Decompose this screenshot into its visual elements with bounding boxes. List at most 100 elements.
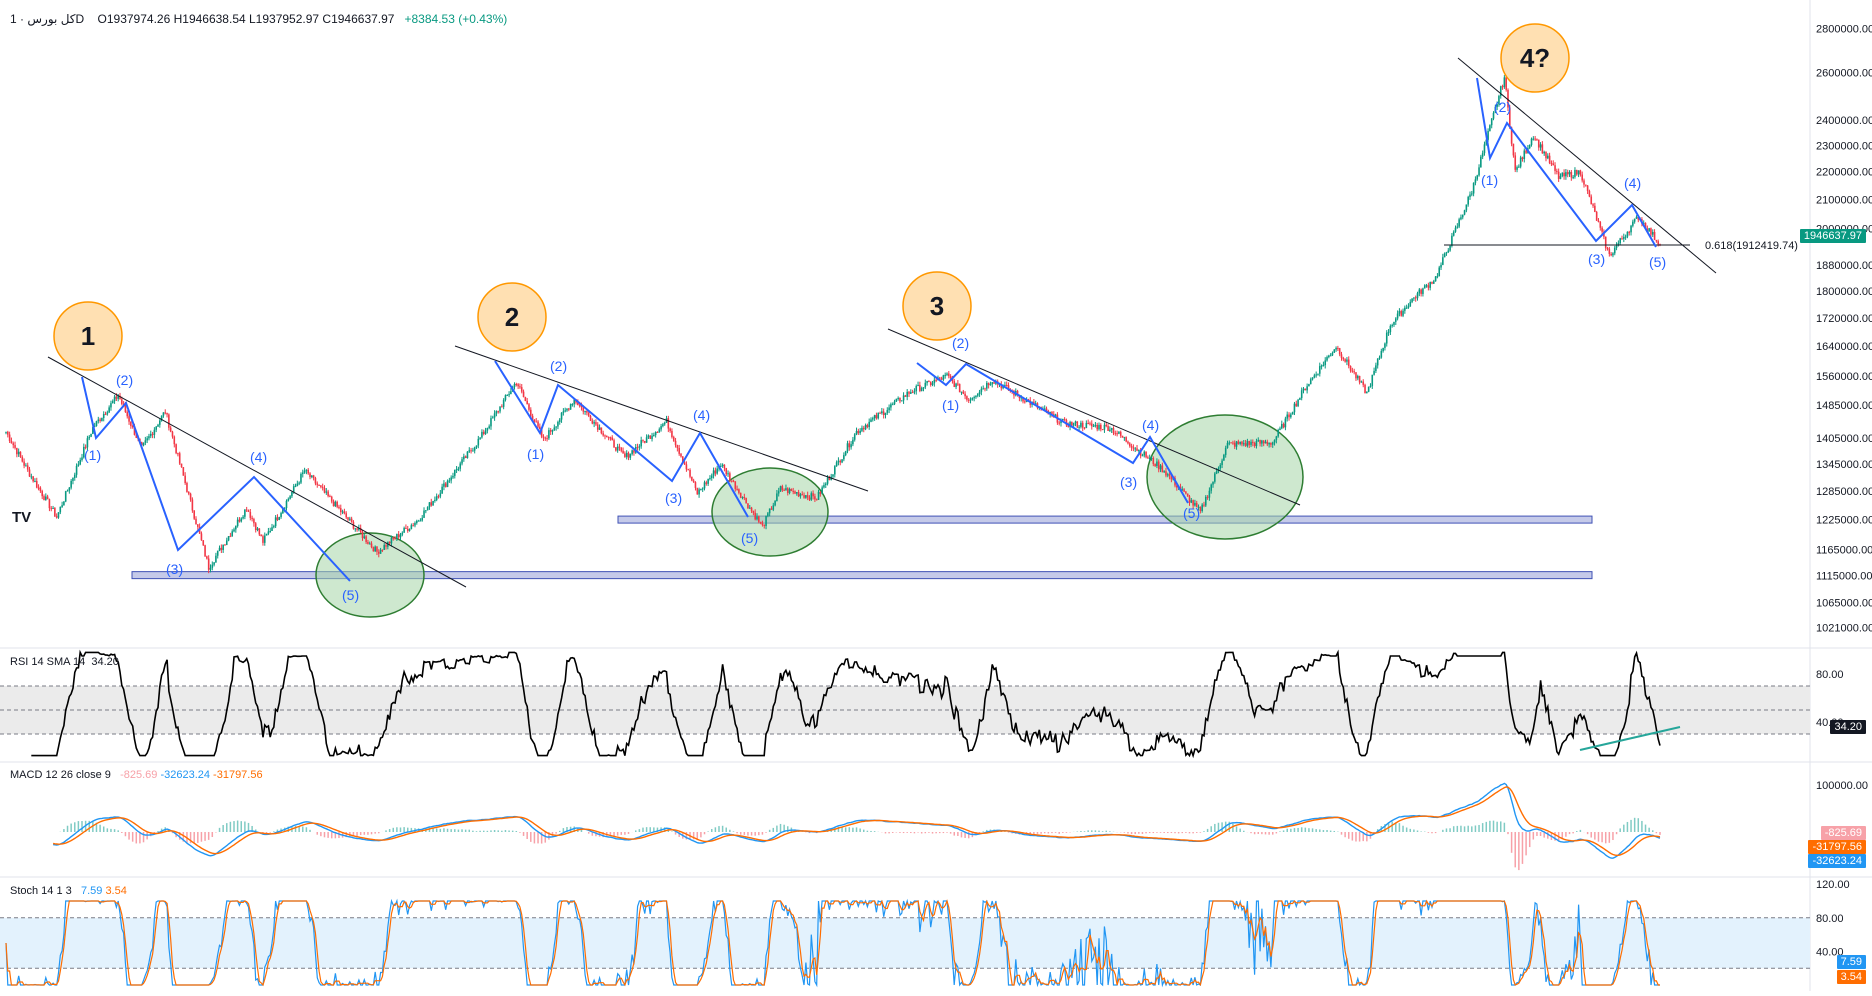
candle-body xyxy=(837,460,840,463)
candle-body xyxy=(1436,276,1439,278)
macd-value: -32623.24 xyxy=(160,769,210,781)
support-zone xyxy=(131,571,1593,580)
candle-body xyxy=(1393,321,1395,325)
candle-body xyxy=(783,489,785,491)
candle-body xyxy=(298,482,300,484)
candle-body xyxy=(52,508,54,510)
candle-body xyxy=(111,401,114,404)
candle-body xyxy=(548,430,550,439)
candle-body xyxy=(1264,441,1267,444)
highlight-ellipse xyxy=(1146,414,1304,540)
price-tick-label: 2800000.00 xyxy=(1816,24,1872,36)
candle-body xyxy=(622,450,624,454)
trend-line xyxy=(1457,57,1717,274)
candle-body xyxy=(669,428,671,431)
candle-body xyxy=(604,435,606,437)
candle-body xyxy=(432,500,434,506)
candle-body xyxy=(1490,118,1493,126)
candle-body xyxy=(739,492,742,498)
candle-body xyxy=(249,511,252,518)
candle-body xyxy=(859,430,861,434)
candle-body xyxy=(1552,163,1555,166)
candle-body xyxy=(1261,440,1263,444)
candle-body xyxy=(720,465,722,467)
candle-body xyxy=(1300,390,1303,399)
candle-body xyxy=(1152,457,1155,465)
candle-body xyxy=(182,467,185,476)
wave-label: (2) xyxy=(1494,99,1511,115)
elliott-wave-line xyxy=(494,360,749,518)
candle-body xyxy=(410,525,413,529)
candle-body xyxy=(1523,150,1526,159)
candle-body xyxy=(358,528,360,530)
candle-body xyxy=(596,424,599,430)
candle-body xyxy=(278,516,281,520)
candle-body xyxy=(128,416,130,422)
candle-body xyxy=(1442,257,1444,265)
candle-body xyxy=(479,437,481,439)
candle-body xyxy=(647,435,650,438)
candle-body xyxy=(72,478,74,481)
candle-body xyxy=(1141,455,1144,457)
price-tick-label: 1225000.00 xyxy=(1816,514,1872,526)
candle-body xyxy=(975,395,977,398)
candle-body xyxy=(35,481,38,488)
candle-body xyxy=(828,477,831,480)
candle-body xyxy=(765,515,767,526)
candle-body xyxy=(1621,238,1623,240)
candle-body xyxy=(908,391,910,394)
candle-body xyxy=(1250,441,1252,445)
candle-body xyxy=(1449,245,1451,251)
candle-body xyxy=(1594,205,1596,212)
candle-body xyxy=(1242,443,1245,445)
candle-body xyxy=(251,517,253,520)
candle-body xyxy=(694,482,697,488)
candle-body xyxy=(381,549,384,551)
candle-body xyxy=(55,516,58,518)
candle-body xyxy=(689,469,691,477)
candle-body xyxy=(43,496,45,500)
candle-body xyxy=(200,533,203,541)
candle-body xyxy=(1632,221,1634,226)
tradingview-logo[interactable]: TV xyxy=(12,509,32,526)
candle-body xyxy=(750,507,753,511)
candle-body xyxy=(1483,144,1486,154)
candle-body xyxy=(1186,493,1189,497)
candle-body xyxy=(1613,247,1616,254)
candle-body xyxy=(519,386,521,388)
candle-body xyxy=(649,435,652,439)
candle-body xyxy=(1320,365,1323,367)
candle-body xyxy=(1472,182,1475,194)
candle-body xyxy=(615,447,617,451)
wave-label: (1) xyxy=(942,397,959,413)
price-tick-label: 1800000.00 xyxy=(1816,286,1872,298)
elliott-wave-line xyxy=(1476,77,1657,248)
candle-body xyxy=(93,425,96,427)
candle-body xyxy=(756,516,758,520)
candle-body xyxy=(667,418,670,429)
candle-body xyxy=(882,411,885,416)
candle-body xyxy=(736,488,738,490)
candle-body xyxy=(940,378,943,380)
candle-body xyxy=(586,411,588,413)
candle-body xyxy=(824,483,827,486)
candle-body xyxy=(752,510,755,513)
symbol-name[interactable]: کل بورس xyxy=(27,12,76,26)
candle-body xyxy=(754,512,756,520)
candle-body xyxy=(1579,170,1582,175)
candle-body xyxy=(1351,370,1354,372)
candle-body xyxy=(1136,448,1138,451)
interval[interactable]: 1D xyxy=(10,12,85,26)
candle-body xyxy=(97,419,100,422)
candle-body xyxy=(1642,222,1645,224)
candle-body xyxy=(323,487,326,493)
candle-body xyxy=(463,456,465,460)
candle-body xyxy=(291,491,293,497)
candle-body xyxy=(683,462,686,465)
candle-body xyxy=(280,513,282,517)
candles xyxy=(5,75,1661,574)
candle-body xyxy=(607,437,610,439)
candle-body xyxy=(1402,310,1404,316)
candle-body xyxy=(852,439,854,445)
